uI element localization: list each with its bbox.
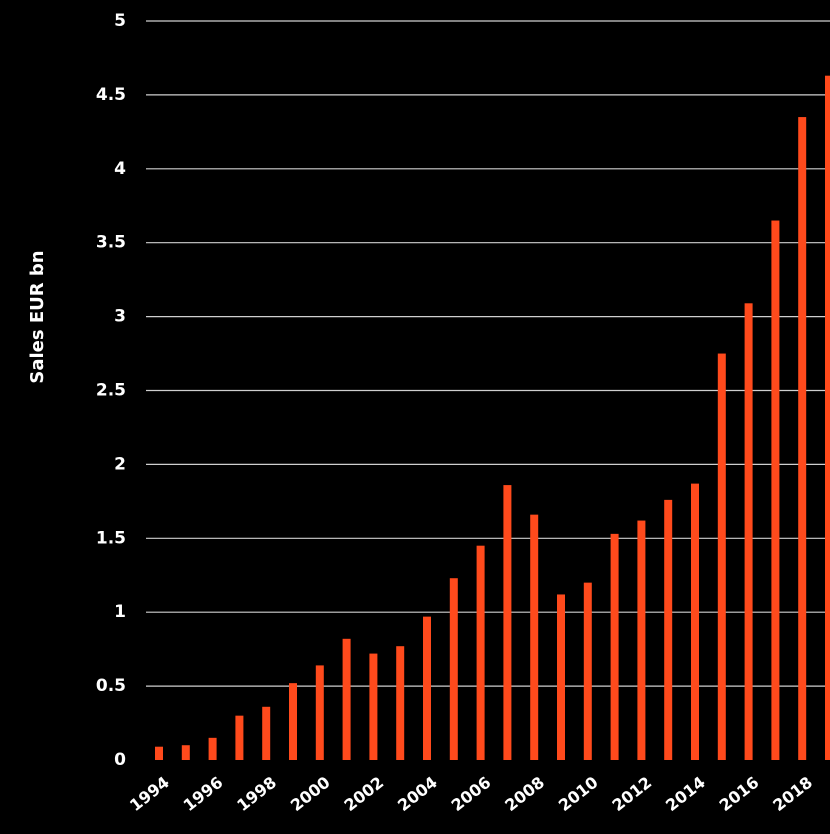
bars <box>155 75 830 761</box>
bar-2001 <box>342 638 351 760</box>
y-tick-label: 3.5 <box>96 233 126 253</box>
bar-2008 <box>530 514 539 760</box>
bar-2018 <box>798 117 807 760</box>
y-tick-label: 0.5 <box>96 676 126 696</box>
x-tick-label: 2008 <box>501 773 548 815</box>
y-tick-label: 2 <box>114 454 126 474</box>
bar-2014 <box>691 483 699 760</box>
bar-2015 <box>717 353 726 760</box>
bar-2002 <box>369 653 378 760</box>
x-tick-label: 1994 <box>126 773 173 815</box>
x-tick-label: 2014 <box>662 773 709 815</box>
bar-2003 <box>396 646 405 760</box>
x-tick-label: 2002 <box>340 773 387 815</box>
bar-2019 <box>825 75 830 761</box>
bar-1995 <box>181 745 190 760</box>
x-tick-label: 2012 <box>608 773 655 815</box>
y-tick-label: 5 <box>114 11 126 31</box>
bar-1999 <box>289 683 297 760</box>
y-tick-label: 0 <box>114 750 126 770</box>
gridlines <box>146 20 830 687</box>
bar-2011 <box>610 533 619 760</box>
y-tick-label: 4.5 <box>96 85 126 105</box>
bar-2006 <box>476 545 485 760</box>
bar-1996 <box>208 737 217 760</box>
bar-1994 <box>155 746 163 760</box>
y-tick-label: 2.5 <box>96 381 126 401</box>
x-tick-label: 2010 <box>555 773 602 815</box>
x-tick-label: 2004 <box>394 773 441 815</box>
y-tick-label: 4 <box>114 159 126 179</box>
bar-2017 <box>771 220 780 760</box>
x-tick-label: 2018 <box>769 773 816 815</box>
bar-2005 <box>449 578 458 760</box>
bar-2000 <box>315 665 324 760</box>
y-tick-label: 3 <box>114 307 126 327</box>
x-tick-label: 1998 <box>233 773 280 815</box>
bar-2004 <box>423 616 431 760</box>
bar-2009 <box>557 594 565 760</box>
bar-1998 <box>262 706 271 760</box>
x-tick-label: 2000 <box>287 773 334 815</box>
bar-2010 <box>583 582 592 760</box>
x-tick-label: 2006 <box>448 773 495 815</box>
x-tick-label: 1996 <box>180 773 227 815</box>
bar-2016 <box>744 303 753 760</box>
bar-2012 <box>637 520 646 760</box>
bar-2013 <box>664 499 673 760</box>
y-axis-label: Sales EUR bn <box>27 250 48 383</box>
y-tick-label: 1 <box>114 602 126 622</box>
bar-2007 <box>503 485 512 760</box>
y-axis-ticks: 0 0.5 1 1.5 2 2.5 3 3.5 4 4.5 5 <box>96 11 126 770</box>
bar-1997 <box>235 715 244 760</box>
y-tick-label: 1.5 <box>96 528 126 548</box>
x-axis-ticks: 1994 1996 1998 2000 2002 2004 2006 2008 2010 2012… <box>126 773 816 815</box>
x-tick-label: 2016 <box>716 773 763 815</box>
